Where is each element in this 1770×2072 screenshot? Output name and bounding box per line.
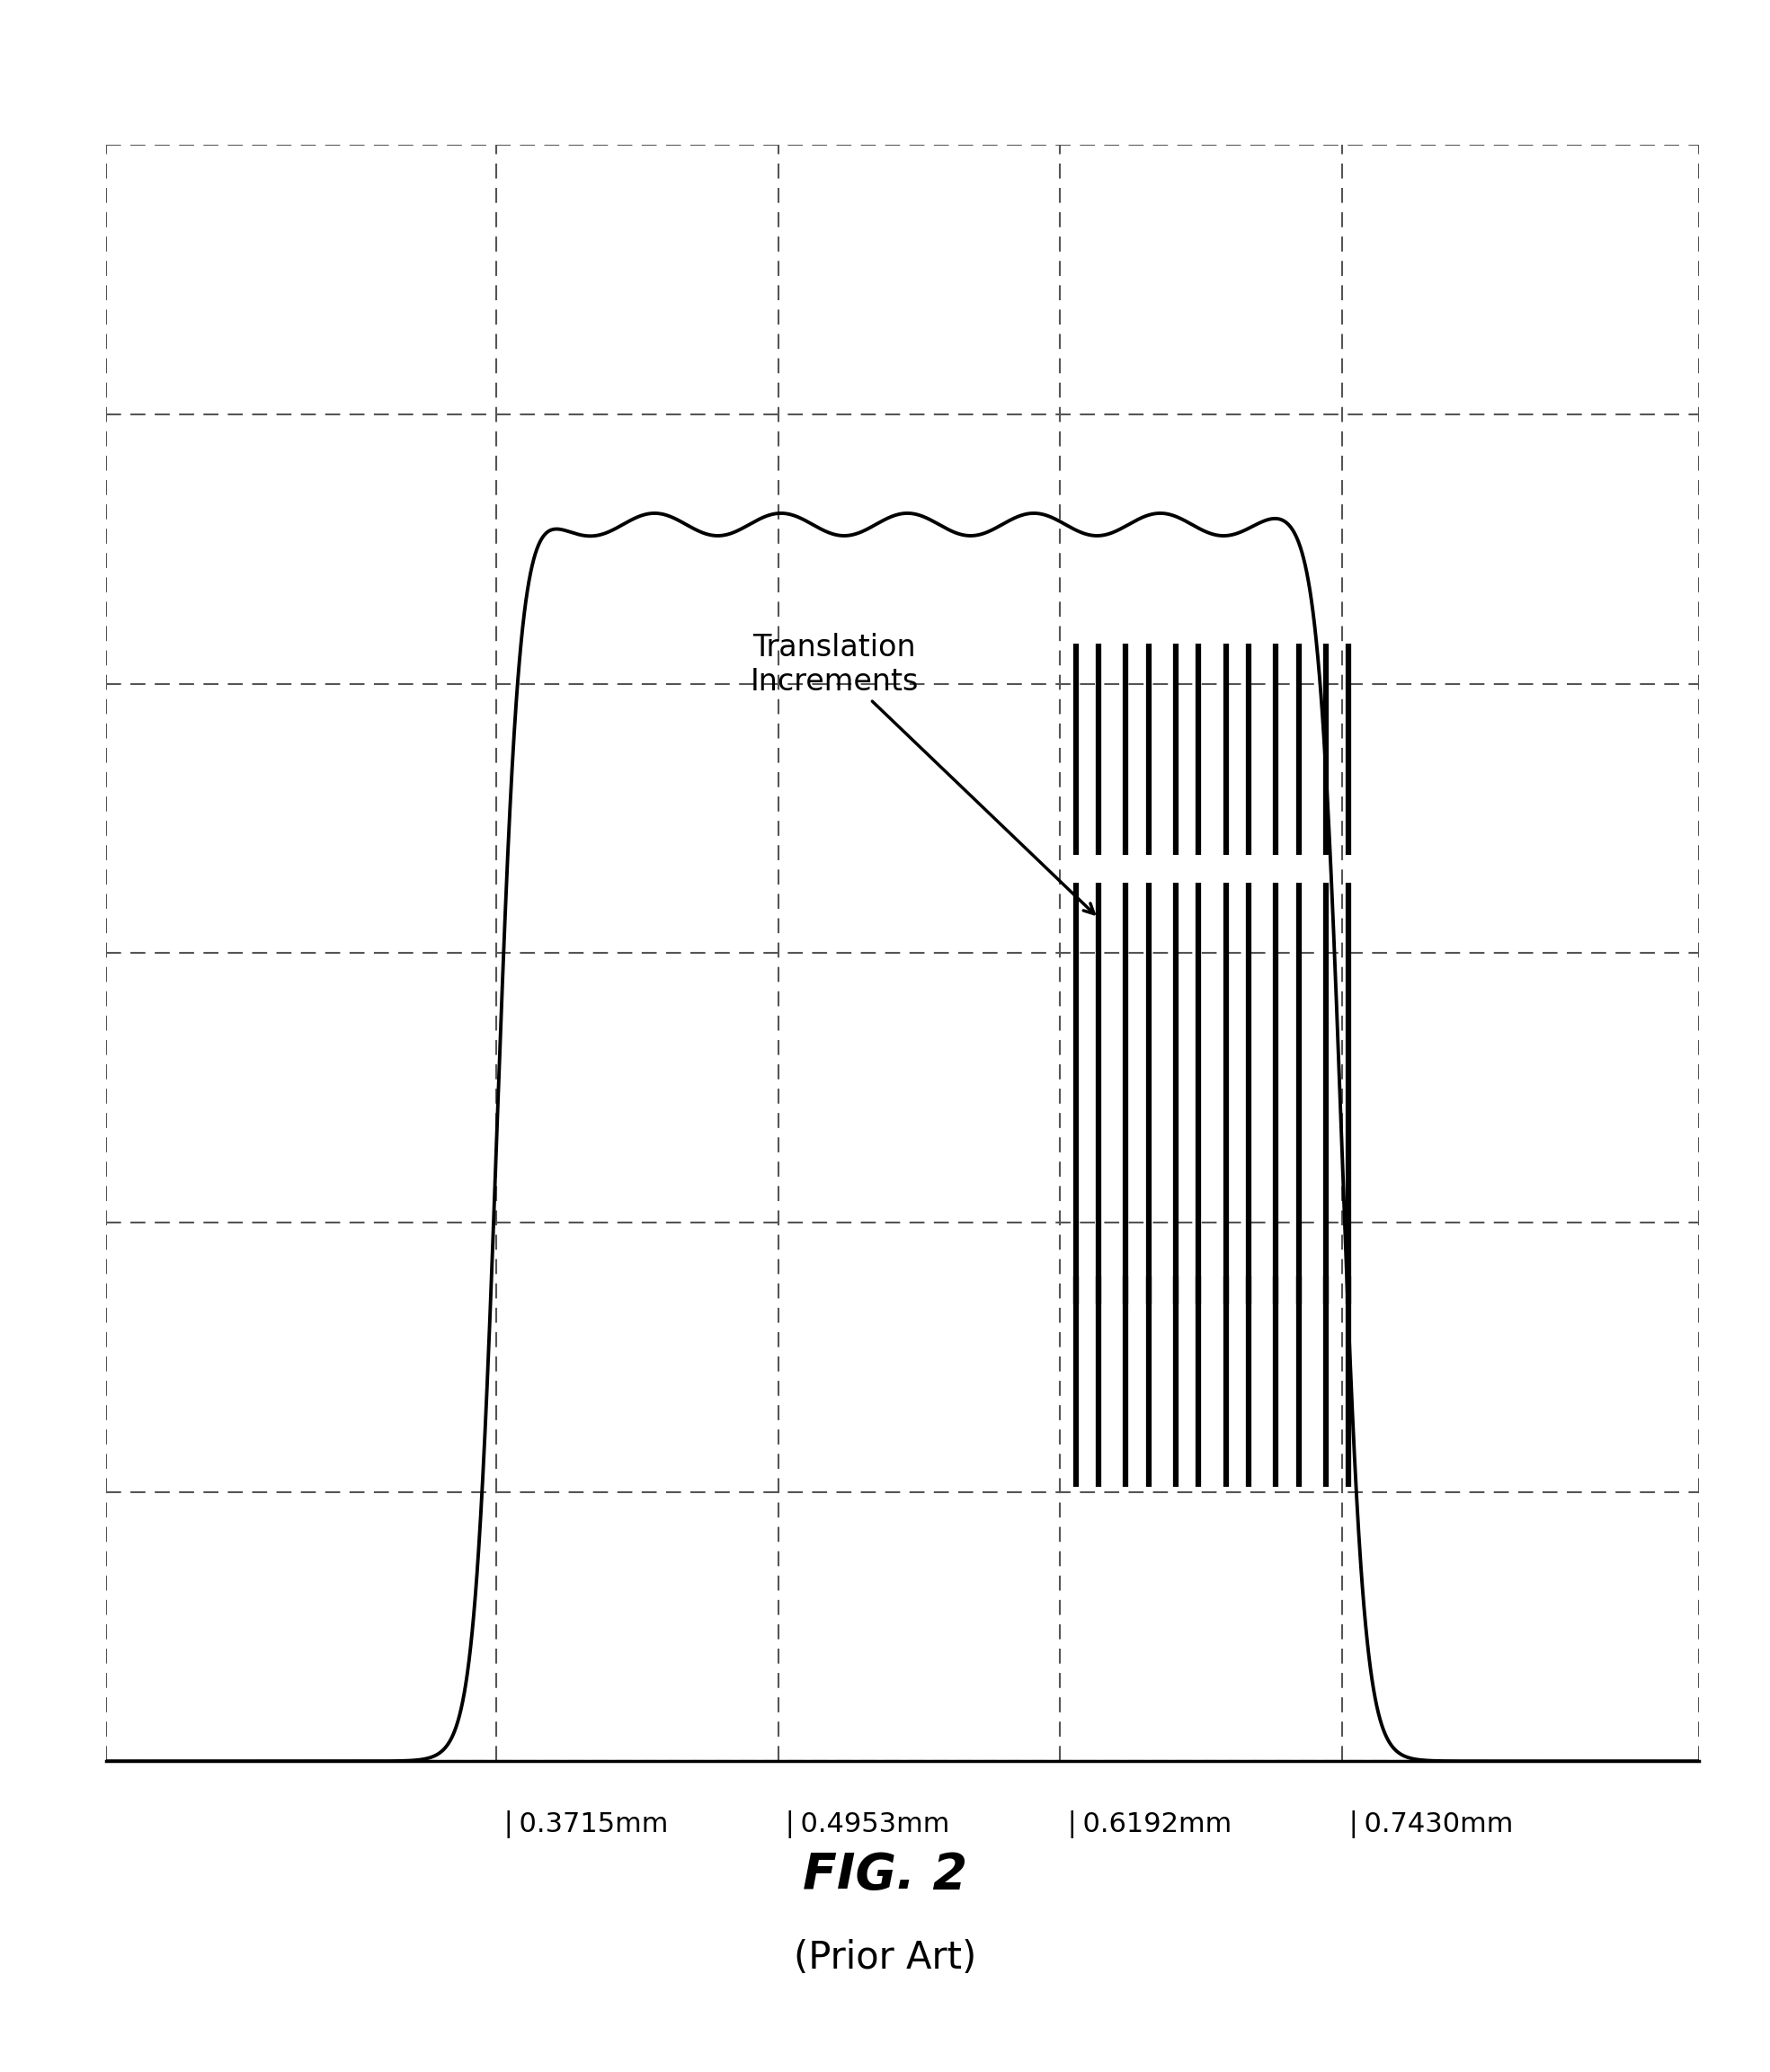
Text: ❘0.4953mm: ❘0.4953mm xyxy=(779,1811,950,1838)
Text: ❘0.3715mm: ❘0.3715mm xyxy=(496,1811,669,1838)
Text: Translation
Increments: Translation Increments xyxy=(750,634,1094,914)
Text: (Prior Art): (Prior Art) xyxy=(793,1939,977,1977)
Text: FIG. 2: FIG. 2 xyxy=(802,1850,968,1900)
Text: ❘0.7430mm: ❘0.7430mm xyxy=(1342,1811,1513,1838)
Text: ❘0.6192mm: ❘0.6192mm xyxy=(1060,1811,1232,1838)
